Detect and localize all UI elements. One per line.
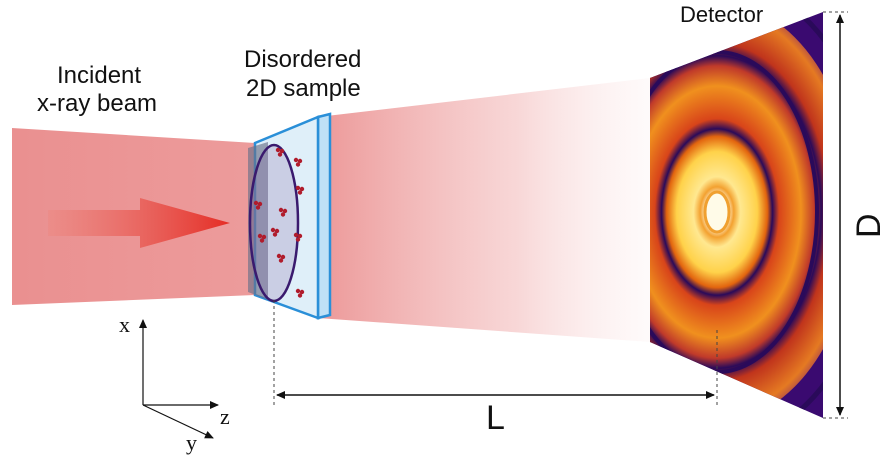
distance-label: L [486,399,505,437]
incident-arrow [48,198,230,248]
axis-z-label: z [220,404,230,429]
sample-label-line2: 2D sample [246,75,361,102]
scattered-cone [318,78,650,342]
beam-footprint-ellipse [248,143,300,303]
sample-label-line1: Disordered [244,46,362,73]
detector-size-label: D [850,213,888,238]
detector-label: Detector [680,2,764,27]
sample-side [316,112,332,320]
sample-particles [253,147,305,298]
axis-x-label: x [119,312,130,337]
coordinate-axes [139,319,219,439]
incident-beam-label-line1: Incident [57,62,142,89]
incident-beam-label-line2: x-ray beam [37,90,158,117]
axis-y-label: y [186,430,197,455]
